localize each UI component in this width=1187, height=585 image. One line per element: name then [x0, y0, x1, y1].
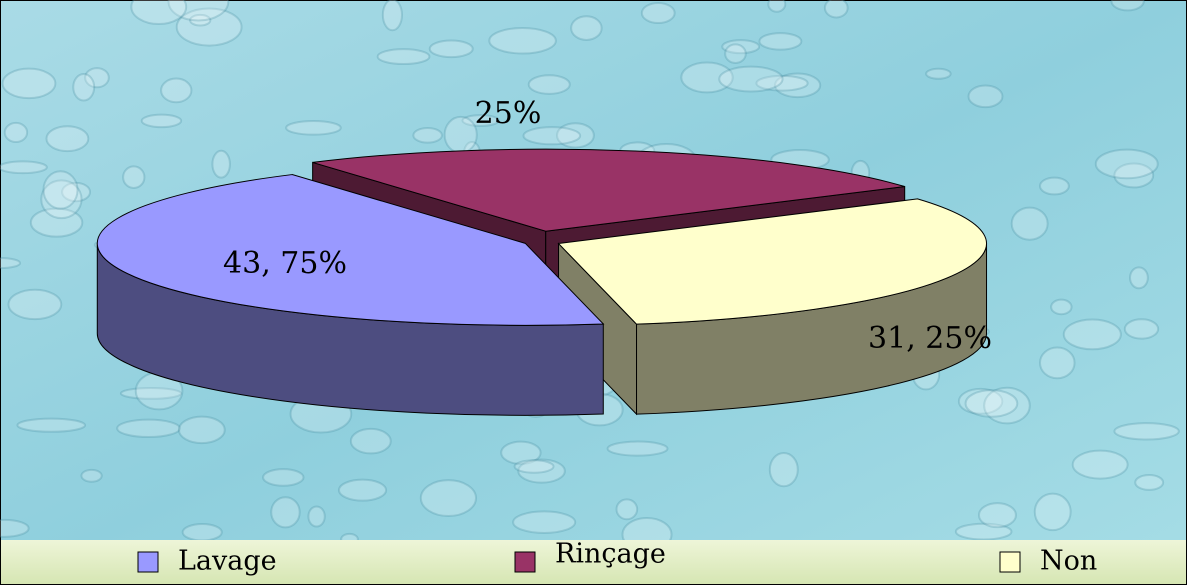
droplet [1094, 148, 1159, 180]
droplet [680, 61, 734, 94]
droplet [1010, 206, 1049, 241]
droplet [513, 459, 555, 474]
droplet [488, 26, 557, 55]
droplet [337, 478, 388, 502]
droplet [925, 67, 952, 80]
legend-label: Non [1040, 546, 1097, 577]
droplet [181, 522, 223, 542]
droplet [175, 7, 243, 47]
droplet [555, 122, 595, 149]
droplet [640, 2, 676, 25]
droplet [1, 67, 57, 100]
droplet [428, 39, 474, 59]
droplet [1038, 346, 1076, 380]
slice-top [312, 148, 905, 232]
droplet [443, 115, 478, 154]
droplet [823, 0, 849, 19]
droplet [122, 165, 146, 189]
droplet [189, 13, 212, 27]
slice [96, 174, 605, 416]
slice [557, 198, 988, 416]
droplet [419, 479, 478, 518]
droplet [116, 418, 181, 439]
legend-background [1, 540, 1186, 584]
droplet [130, 0, 188, 26]
droplet [45, 125, 90, 153]
droplet [615, 498, 639, 521]
droplet [42, 170, 79, 210]
droplet [606, 440, 669, 457]
droplet [3, 121, 29, 144]
droplet [954, 522, 1013, 541]
droplet [80, 468, 103, 483]
droplet [262, 468, 305, 487]
droplet [72, 72, 96, 102]
droplet [40, 179, 83, 220]
droplet [177, 415, 226, 445]
droplet [381, 0, 403, 32]
slice-top [557, 198, 987, 325]
droplet [1062, 318, 1122, 351]
droplet [522, 126, 582, 146]
droplet [500, 440, 542, 465]
droplet [0, 160, 48, 175]
droplet [724, 43, 747, 64]
droplet [211, 149, 231, 179]
droplet [512, 510, 577, 535]
droplet [160, 77, 193, 104]
droplet [1123, 318, 1160, 340]
legend-label: Lavage [178, 546, 277, 577]
droplet [307, 505, 326, 528]
droplet [964, 389, 1019, 418]
droplet [16, 417, 87, 433]
droplet [957, 387, 1004, 415]
droplet [349, 427, 392, 455]
droplet [570, 15, 603, 41]
droplet [1129, 266, 1149, 290]
slice-top [96, 174, 605, 326]
droplet [768, 451, 799, 488]
data-label: 25% [475, 96, 542, 131]
droplet [140, 113, 183, 129]
droplet [376, 48, 431, 66]
droplet [119, 386, 183, 400]
droplet [84, 67, 110, 89]
droplet [1113, 422, 1180, 441]
droplet [758, 32, 803, 51]
data-label: 31, 25% [868, 321, 992, 356]
droplet [1050, 298, 1073, 316]
legend-swatch [137, 551, 159, 573]
droplet [774, 72, 822, 99]
droplet [1033, 492, 1072, 532]
droplet [412, 127, 443, 144]
droplet [977, 502, 1017, 529]
droplet [1134, 474, 1165, 491]
data-label: 43, 75% [223, 246, 347, 281]
droplet [755, 74, 809, 92]
legend-label: Rinçage [555, 539, 666, 570]
droplet [29, 207, 84, 238]
droplet [718, 65, 784, 93]
droplet [527, 74, 571, 95]
droplet [721, 39, 761, 55]
legend-swatch [999, 551, 1021, 573]
droplet [0, 518, 30, 538]
droplet [461, 114, 500, 127]
droplet [285, 119, 342, 136]
legend-swatch [514, 551, 536, 573]
droplet [983, 386, 1031, 425]
droplet [517, 458, 566, 484]
droplet [167, 0, 230, 22]
droplet [1038, 176, 1070, 196]
droplet [767, 0, 787, 13]
droplet [7, 288, 63, 321]
droplet [967, 84, 1004, 109]
droplet [0, 257, 22, 270]
droplet [61, 181, 92, 203]
droplet [1113, 162, 1155, 189]
droplet [270, 496, 301, 529]
droplet [1110, 0, 1145, 12]
droplet [1071, 449, 1129, 480]
